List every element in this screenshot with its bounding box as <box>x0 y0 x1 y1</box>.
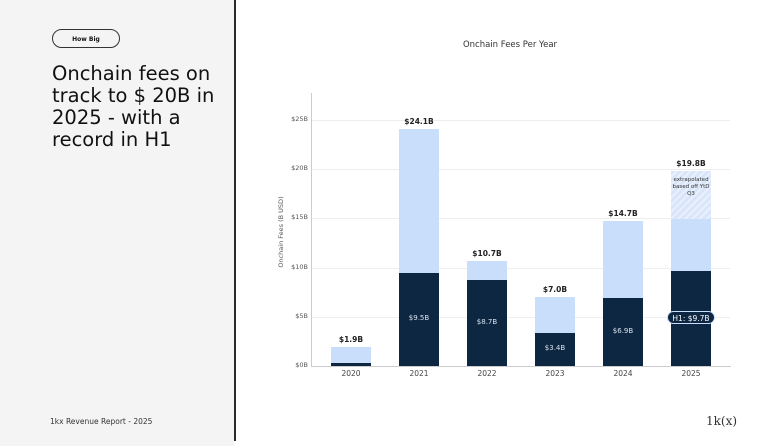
h1-value-badge: H1: $9.7B <box>667 311 715 324</box>
total-value-label: $14.7B <box>608 209 638 219</box>
y-tick-label: $15B <box>291 213 308 222</box>
bar-full-year <box>603 221 643 299</box>
x-tick-label: 2024 <box>613 369 633 378</box>
bar-full-year <box>671 219 711 271</box>
x-tick-label: 2025 <box>681 369 701 378</box>
gridline <box>312 120 730 121</box>
y-tick-label: $5B <box>295 311 308 320</box>
gridline <box>312 267 730 269</box>
y-tick-label: $25B <box>291 115 308 123</box>
bar-full-year <box>399 128 439 273</box>
total-value-label: $19.8B <box>676 159 706 169</box>
headline: Onchain fees on track to $ 20B in 2025 -… <box>52 62 215 151</box>
y-tick-label: $10B <box>291 262 308 271</box>
h1-value-label: $3.4B <box>544 344 566 353</box>
x-tick-label: 2023 <box>545 369 565 378</box>
bar-extrapolated <box>671 171 711 220</box>
bar-h1 <box>603 298 643 366</box>
bar-h1 <box>467 280 507 366</box>
bar-h1 <box>331 363 371 366</box>
h1-value-label: $9.5B <box>408 314 430 323</box>
gridline <box>312 218 730 220</box>
h1-value-label: $6.9B <box>612 327 634 336</box>
extrapolated-note: extrapolated based off YtD Q3 <box>672 177 710 198</box>
total-value-label: $1.9B <box>338 335 364 345</box>
total-value-label: $7.0B <box>542 285 568 295</box>
x-tick-label: 2021 <box>409 369 429 378</box>
brand-logo: 1k(x) <box>706 414 738 428</box>
divider <box>234 0 236 441</box>
gridline <box>312 169 730 171</box>
x-tick-label: 2020 <box>341 369 361 378</box>
report-footer: 1kx Revenue Report - 2025 <box>50 417 153 426</box>
y-tick-label: $0B <box>295 361 308 369</box>
gridline <box>312 316 730 318</box>
x-tick-label: 2022 <box>477 369 497 378</box>
bar-full-year <box>535 297 575 333</box>
total-value-label: $10.7B <box>472 248 502 258</box>
chart-title: Onchain Fees Per Year <box>462 40 558 50</box>
x-axis <box>311 366 731 367</box>
bar-full-year <box>467 260 507 281</box>
y-tick-label: $20B <box>291 164 308 173</box>
total-value-label: $24.1B <box>404 116 434 126</box>
y-axis <box>311 93 312 367</box>
bar-h1 <box>535 332 575 366</box>
bar-full-year <box>331 347 371 364</box>
h1-value-label: $8.7B <box>476 318 498 327</box>
section-tag: How Big <box>52 29 120 48</box>
left-panel: How Big Onchain fees on track to $ 20B i… <box>0 0 234 446</box>
bar-h1 <box>399 272 439 366</box>
